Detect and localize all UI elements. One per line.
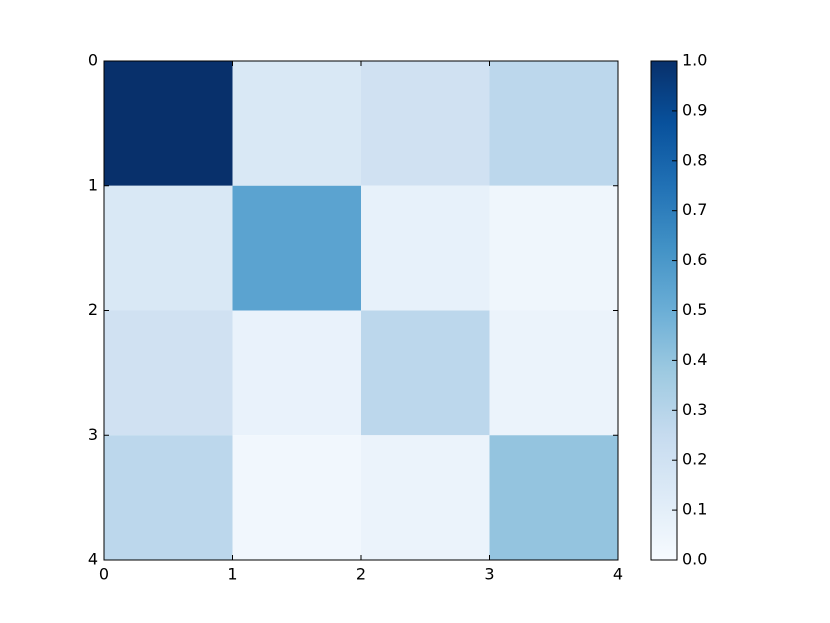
colorbar-tick-label: 0.2 xyxy=(682,450,707,469)
y-tick-label: 0 xyxy=(88,51,98,70)
colorbar-tick-label: 0.1 xyxy=(682,500,707,519)
heatmap-cell xyxy=(361,435,490,560)
heatmap-cell xyxy=(232,61,361,186)
y-tick-label: 1 xyxy=(88,175,98,194)
heatmap-cell xyxy=(232,185,361,311)
heatmap-cell xyxy=(489,61,618,186)
x-tick-label: 1 xyxy=(227,565,237,584)
colorbar-tick-label: 0.7 xyxy=(682,200,707,219)
y-tick-label: 3 xyxy=(88,425,98,444)
heatmap-cell xyxy=(104,61,233,186)
x-tick-label: 2 xyxy=(356,565,366,584)
y-tick-label: 2 xyxy=(88,300,98,319)
heatmap-cell xyxy=(361,185,490,311)
colorbar-tick-label: 0.9 xyxy=(682,100,707,119)
x-tick-label: 0 xyxy=(99,565,109,584)
colorbar-tick-label: 0.3 xyxy=(682,400,707,419)
colorbar-tick-label: 0.5 xyxy=(682,300,707,319)
heatmap-cell xyxy=(104,310,233,436)
heatmap-cell xyxy=(489,310,618,436)
y-tick-label: 4 xyxy=(88,550,98,569)
colorbar-tick-label: 1.0 xyxy=(682,51,707,70)
heatmap-cell xyxy=(361,61,490,186)
heatmap-cell xyxy=(232,310,361,436)
heatmap-cell xyxy=(489,185,618,311)
x-tick-label: 4 xyxy=(613,565,623,584)
heatmap-cell xyxy=(489,435,618,560)
colorbar-tick-label: 0.8 xyxy=(682,150,707,169)
heatmap-cell xyxy=(361,310,490,436)
colorbar-tick-label: 0.6 xyxy=(682,250,707,269)
colorbar-tick-label: 0.4 xyxy=(682,350,707,369)
heatmap-cell xyxy=(104,435,233,560)
x-tick-label: 3 xyxy=(484,565,494,584)
heatmap-cell xyxy=(232,435,361,560)
colorbar-tick-label: 0.0 xyxy=(682,550,707,569)
heatmap-cell xyxy=(104,185,233,311)
